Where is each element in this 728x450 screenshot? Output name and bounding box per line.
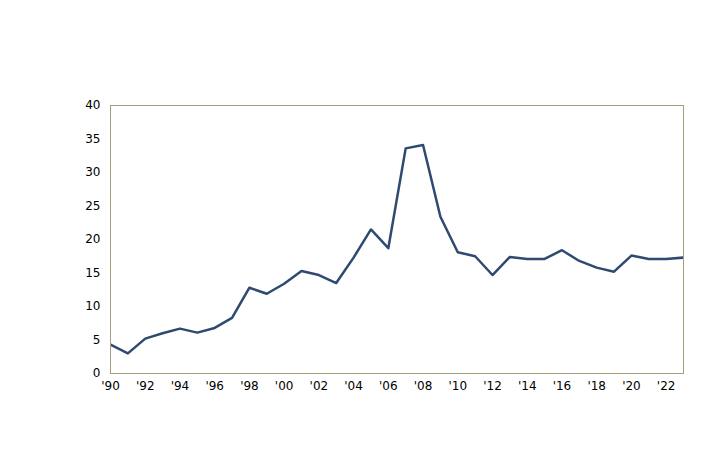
svg-text:'00: '00 xyxy=(275,379,294,393)
svg-text:15: 15 xyxy=(85,266,100,280)
svg-text:'96: '96 xyxy=(205,379,224,393)
svg-text:'16: '16 xyxy=(553,379,572,393)
svg-text:20: 20 xyxy=(85,232,100,246)
svg-text:10: 10 xyxy=(85,299,100,313)
html-text:輸入価格の推移: 輸入価格の推移 xyxy=(6,6,90,20)
svg-text:'06: '06 xyxy=(379,379,398,393)
svg-text:5: 5 xyxy=(93,333,101,347)
svg-text:40: 40 xyxy=(85,98,100,112)
svg-text:'92: '92 xyxy=(136,379,155,393)
svg-text:'08: '08 xyxy=(414,379,433,393)
svg-text:'12: '12 xyxy=(483,379,502,393)
svg-text:'98: '98 xyxy=(240,379,259,393)
svg-text:'90: '90 xyxy=(101,379,120,393)
svg-text:'20: '20 xyxy=(622,379,641,393)
svg-text:'94: '94 xyxy=(171,379,190,393)
svg-text:0: 0 xyxy=(93,366,101,380)
svg-text:25: 25 xyxy=(85,199,100,213)
svg-text:'02: '02 xyxy=(310,379,329,393)
svg-text:'14: '14 xyxy=(518,379,537,393)
svg-text:'18: '18 xyxy=(587,379,606,393)
svg-text:35: 35 xyxy=(85,132,100,146)
html-text:2023年：17.3万円/KG: 2023年：17.3万円/KG xyxy=(556,81,683,95)
svg-text:'10: '10 xyxy=(448,379,467,393)
html-text:単位:万円/KG: 単位:万円/KG xyxy=(52,67,126,81)
svg-text:'04: '04 xyxy=(344,379,363,393)
svg-text:'22: '22 xyxy=(657,379,676,393)
svg-text:30: 30 xyxy=(85,165,100,179)
